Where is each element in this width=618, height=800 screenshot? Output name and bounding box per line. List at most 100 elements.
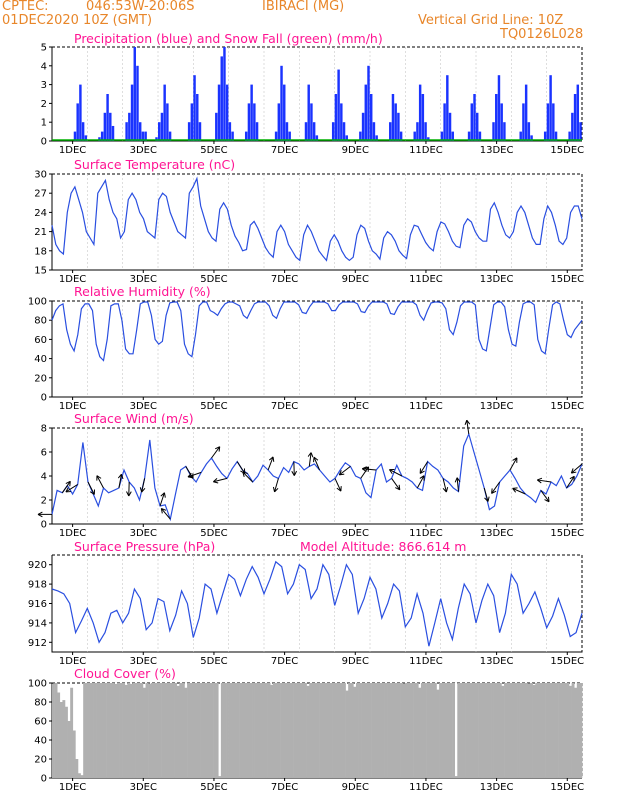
precip-bar: [497, 75, 501, 141]
wind-ytick-label: 6: [41, 448, 47, 459]
cloud-bar: [223, 683, 227, 778]
cloud-bar: [189, 683, 193, 778]
cloud-bar: [407, 683, 411, 778]
precip-bar: [492, 122, 495, 141]
precip-bar: [364, 84, 368, 141]
cloud-bar: [345, 690, 349, 778]
wind-xtick-label: 11DEC: [409, 528, 443, 539]
wind-arrow-head: [307, 452, 314, 458]
precip-bar: [220, 56, 223, 141]
precip-bar: [549, 75, 552, 141]
wind-arrow: [416, 475, 425, 489]
precip-bar: [546, 103, 550, 141]
wind-arrow: [87, 481, 95, 495]
precip-bar: [389, 122, 392, 141]
cloud-bar: [166, 683, 170, 778]
cloud-bar: [423, 683, 427, 778]
cloud-bar: [54, 683, 58, 778]
cloud-bar: [433, 683, 437, 778]
cloud-bar: [374, 683, 378, 778]
precip-xtick-label: 15DEC: [550, 145, 584, 156]
wind-arrow: [491, 481, 501, 494]
cloud-bar: [322, 683, 326, 778]
cloud-bar: [142, 687, 146, 778]
cloud-bar: [491, 683, 494, 778]
precip-bar: [576, 84, 580, 141]
precip-bar: [522, 103, 525, 141]
temp-ytick-label: 18: [34, 246, 47, 257]
temp-ytick-label: 24: [34, 208, 47, 219]
rh-ytick-label: 100: [28, 297, 47, 308]
cloud-bar: [517, 683, 520, 778]
precip-bar: [345, 135, 348, 141]
cloud-ytick-label: 0: [41, 774, 47, 785]
wind-arrow: [61, 481, 71, 494]
cloud-bar: [124, 684, 128, 778]
precip-bar: [98, 137, 101, 141]
cloud-bar: [418, 687, 422, 778]
pres-annotation: Model Altitude: 866.614 m: [300, 539, 466, 554]
temp-xtick-label: 13DEC: [480, 274, 514, 285]
precip-ytick-label: 0: [41, 137, 47, 148]
cloud-bar: [187, 683, 190, 778]
cloud-bar: [293, 683, 297, 778]
cloud-bar: [457, 683, 461, 778]
precip-bar: [370, 94, 373, 141]
precip-bar: [160, 112, 164, 141]
cloud-bar: [174, 683, 178, 778]
precip-bar: [312, 122, 316, 141]
cloud-bar: [158, 683, 162, 778]
wind-arrow-head: [313, 456, 319, 463]
wind-arrow-head: [395, 484, 401, 491]
header-source: CPTEC:: [2, 0, 49, 14]
precip-bar: [223, 47, 226, 141]
cloud-bar: [77, 773, 81, 778]
precip-bar: [418, 84, 422, 141]
cloud-xtick-label: 1DEC: [59, 782, 86, 793]
precip-bar: [215, 112, 218, 141]
wind-arrow-head: [454, 477, 461, 483]
wind-arrow-head: [160, 508, 167, 514]
cloud-ytick-label: 40: [34, 736, 47, 747]
cloud-bar: [280, 683, 284, 778]
pres-xtick-label: 5DEC: [200, 656, 227, 667]
precip-bar: [361, 112, 365, 141]
cloud-bar: [262, 683, 266, 778]
precip-bar: [413, 131, 416, 141]
cloud-bar: [153, 683, 157, 778]
cloud-bar: [98, 683, 102, 778]
cloud-bar: [83, 683, 87, 778]
cloud-bar: [116, 683, 120, 778]
cloud-bar: [168, 683, 172, 778]
precip-bar: [473, 94, 476, 141]
pres-xtick-label: 3DEC: [130, 656, 157, 667]
cloud-bar: [64, 706, 68, 778]
wind-arrow: [338, 466, 351, 476]
precip-bar: [495, 94, 498, 141]
wind-xtick-label: 7DEC: [271, 528, 298, 539]
wind-ytick-label: 8: [41, 424, 47, 435]
temp-xtick-label: 11DEC: [409, 274, 443, 285]
rh-frame: [51, 300, 583, 398]
cloud-bar: [340, 683, 344, 778]
cloud-bar: [488, 683, 492, 778]
cloud-bar: [236, 683, 240, 778]
wind-xtick-label: 9DEC: [342, 528, 369, 539]
cloud-bar: [122, 683, 126, 778]
wind-arrow: [566, 476, 575, 489]
precip-bar: [519, 131, 522, 141]
cloud-bar: [454, 776, 458, 778]
wind-arrow-head: [512, 457, 518, 463]
cloud-bar: [272, 683, 276, 778]
precip-bar: [427, 137, 430, 141]
wind-arrow-head: [160, 492, 166, 498]
pres-series-line: [51, 560, 583, 647]
precip-bar: [166, 103, 169, 141]
wind-arrow-head: [117, 473, 124, 480]
wind-arrow: [187, 471, 202, 478]
wind-arrow-head: [419, 475, 425, 481]
cloud-bar: [452, 683, 455, 778]
cloud-bar: [475, 683, 479, 778]
cloud-bar: [85, 683, 89, 778]
precip-bar: [421, 94, 425, 141]
